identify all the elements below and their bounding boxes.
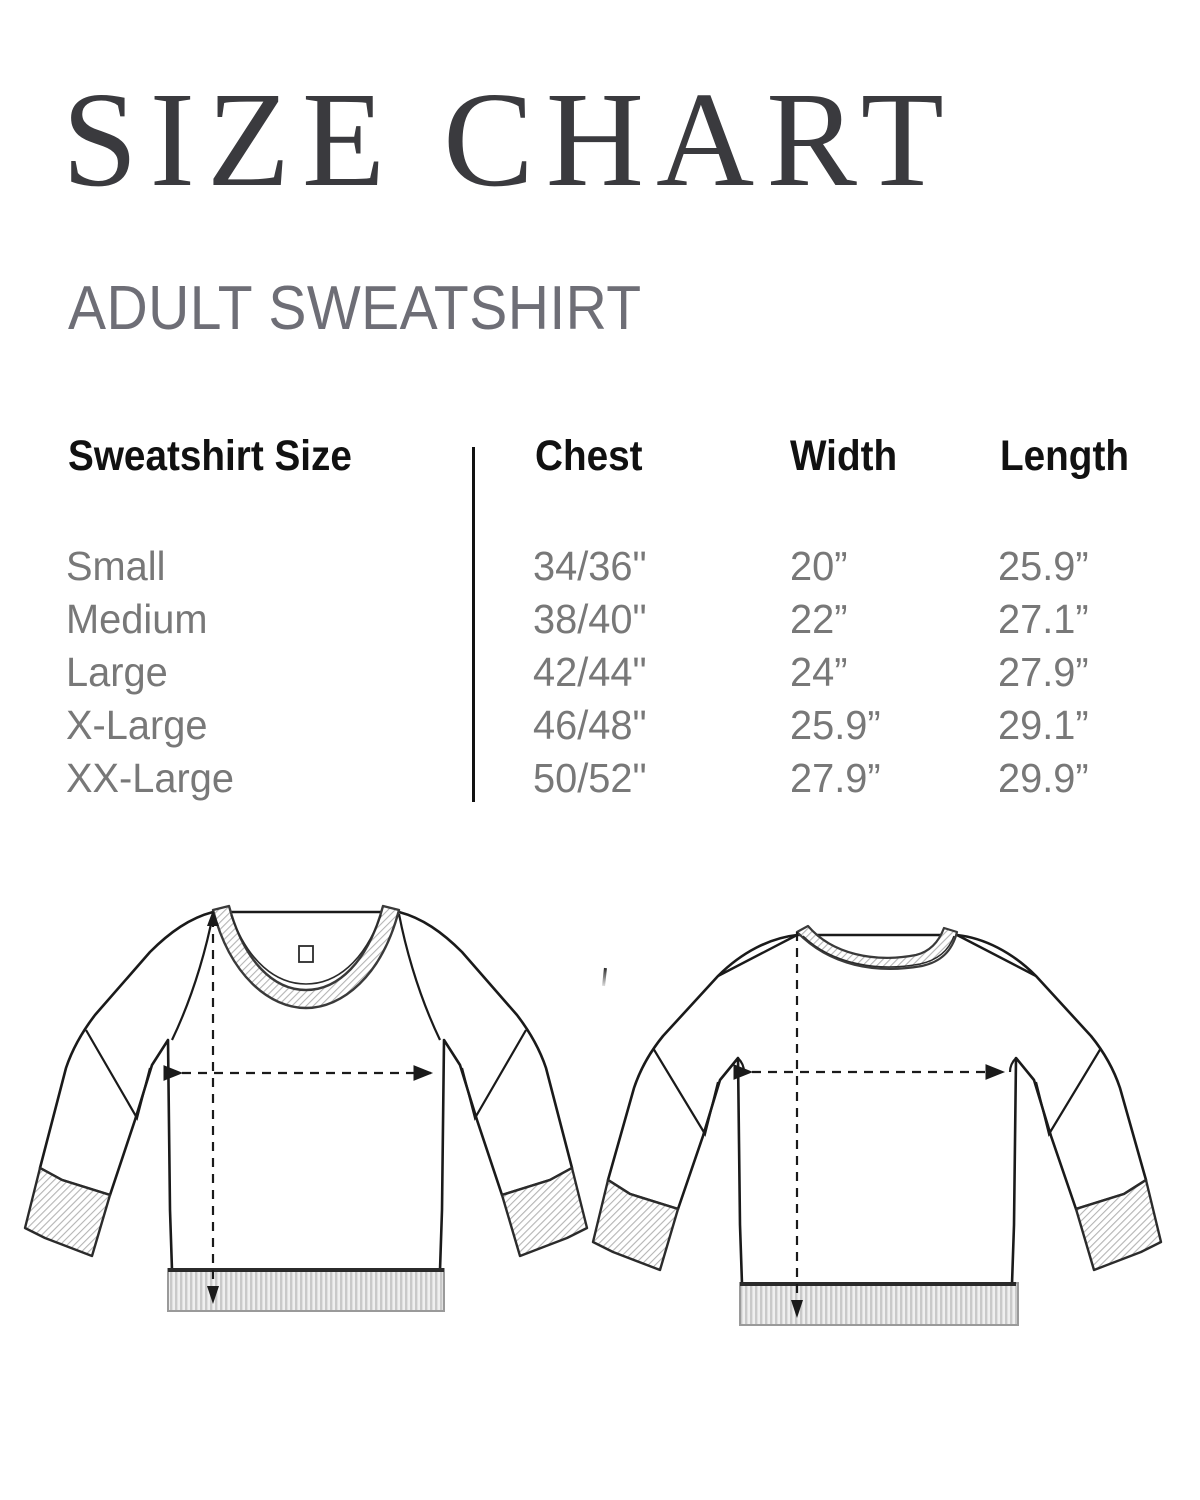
front-body-outline [38,910,574,1272]
sweatshirt-illustrations [0,880,1200,1350]
raglan-seam-right [397,913,441,1041]
ribbed-cuff-right [500,1166,589,1258]
column-header-length: Length [1000,432,1129,480]
ribbed-crew-collar [211,904,401,1010]
back-shoulder-seam-left [717,933,798,978]
table-row: X-Large [66,702,208,748]
sleeve-inner-right [460,1029,527,1121]
table-cell-chest: 50/52" [533,755,647,801]
table-row: Medium [66,596,208,642]
sweatshirt-front-view [23,904,589,1312]
table-row: Large [66,649,168,695]
table-cell-width: 24” [790,649,848,695]
back-collar-inner-seam [802,935,955,968]
collar-inner-seam [230,914,382,985]
column-header-chest: Chest [535,432,643,480]
page-subtitle: ADULT SWEATSHIRT [68,274,642,343]
back-ribbed-hem-band [739,1282,1019,1326]
column-divider-line [472,447,475,802]
page-title: SIZE CHART [62,65,956,215]
back-sleeve-inner-right [1034,1047,1102,1137]
table-row: Small [66,543,166,589]
table-cell-chest: 46/48" [533,702,647,748]
table-row: XX-Large [66,755,235,801]
back-shoulder-seam-right [956,933,1037,978]
table-cell-length: 29.1” [998,702,1089,748]
sweatshirt-back-view [591,924,1163,1326]
table-cell-length: 27.1” [998,596,1089,642]
table-cell-width: 20” [790,543,848,589]
back-ribbed-cuff-right [1074,1178,1163,1272]
back-body-outline [606,933,1148,1286]
table-cell-width: 27.9” [790,755,881,801]
back-sleeve-inner-left [652,1047,720,1137]
table-cell-chest: 38/40" [533,596,647,642]
table-cell-chest: 34/36" [533,543,647,589]
back-length-arrow-down [791,1300,803,1318]
table-cell-width: 25.9” [790,702,881,748]
table-cell-width: 22” [790,596,848,642]
column-header-width: Width [790,432,898,480]
neck-label-tag [298,945,314,963]
length-arrow-down [207,1286,219,1304]
length-arrow-up [207,910,219,926]
table-cell-length: 29.9” [998,755,1089,801]
column-header-size: Sweatshirt Size [68,432,352,480]
ribbed-cuff-left [23,1166,112,1258]
table-cell-chest: 42/44" [533,649,647,695]
table-cell-length: 27.9” [998,649,1089,695]
size-table: Sweatshirt Size Chest Width Length Small… [66,432,1129,802]
back-armhole-right [1008,1057,1017,1073]
table-cell-length: 25.9” [998,543,1089,589]
sleeve-inner-left [85,1029,152,1121]
back-ribbed-cuff-left [591,1178,680,1272]
